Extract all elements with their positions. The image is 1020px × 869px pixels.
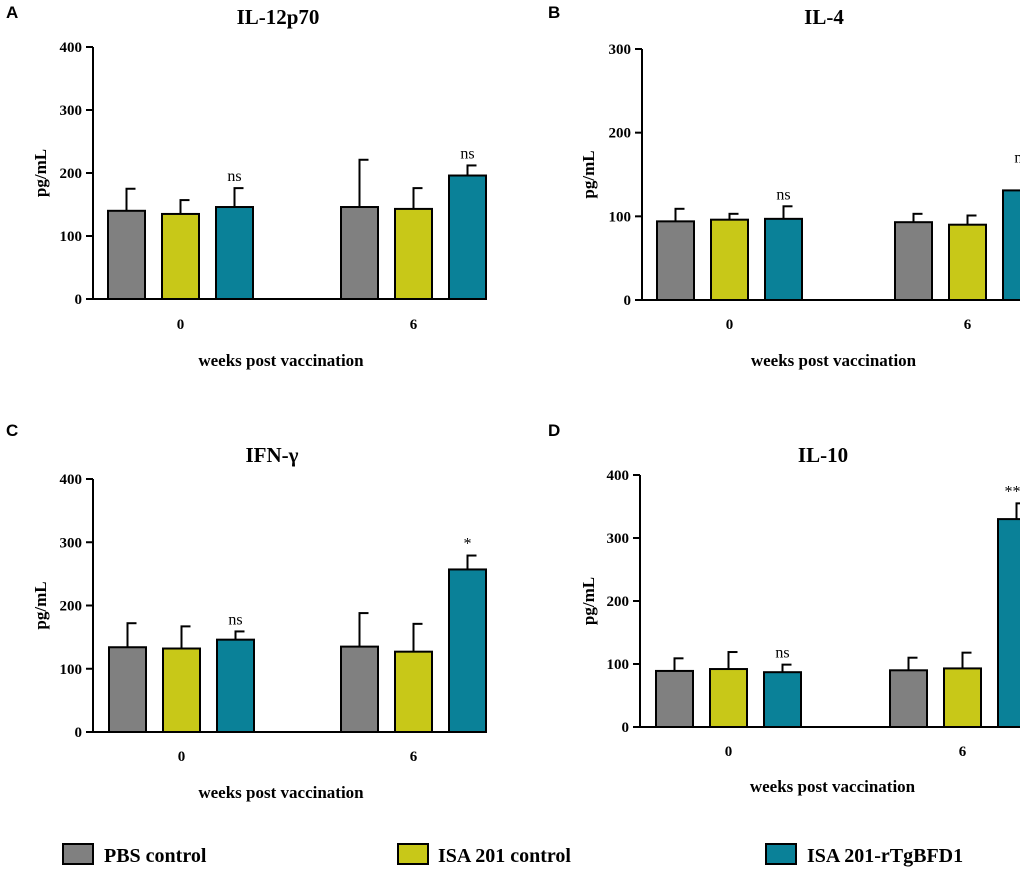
x-axis-label: weeks post vaccination: [750, 777, 916, 796]
legend-label-isa-201-rtgbfd1: ISA 201-rTgBFD1: [807, 845, 963, 867]
y-axis-label: pg/mL: [579, 577, 598, 625]
bar-isa-201-rtgbfd1: [763, 671, 802, 729]
panel-a: A IL-12p70 0 100 200 300 400 pg/mL ns 0 ns 6 weeks p…: [6, 3, 487, 370]
bar-pbs-control: [108, 646, 147, 733]
bar-pbs-control: [894, 221, 933, 301]
significance-label: ns: [1014, 149, 1020, 166]
x-tick-label: 6: [410, 749, 418, 765]
legend-item-pbs-control: PBS control: [62, 843, 207, 867]
y-tick-label: 300: [609, 42, 632, 58]
y-tick-label: 200: [607, 594, 630, 610]
bar-isa-201-control: [943, 667, 982, 728]
y-axis-label: pg/mL: [31, 581, 50, 629]
bar-pbs-control: [340, 206, 379, 301]
bar-isa-201-control: [394, 207, 433, 300]
legend-item-isa-201-rtgbfd1: ISA 201-rTgBFD1: [765, 843, 963, 867]
y-tick-label: 200: [60, 166, 83, 182]
x-tick-label: 6: [410, 317, 418, 333]
bar-isa-201-control: [710, 218, 749, 301]
chart-title: IL-10: [798, 443, 848, 467]
y-tick-label: 300: [60, 535, 83, 551]
bar-isa-201-rtgbfd1: [764, 217, 803, 302]
y-tick-label: 400: [607, 468, 630, 484]
chart-title: IL-4: [804, 5, 844, 29]
significance-label: ns: [775, 645, 789, 662]
bar-isa-201-rtgbfd1: [448, 174, 487, 301]
legend-swatch-isa-201-control: [397, 843, 429, 865]
y-tick-label: 0: [622, 720, 630, 736]
legend-swatch-pbs-control: [62, 843, 94, 865]
bar-isa-201-control: [162, 647, 201, 734]
y-tick-label: 0: [624, 293, 632, 309]
panel-letter: D: [548, 421, 560, 440]
x-tick-label: 0: [726, 317, 734, 333]
y-tick-label: 200: [60, 599, 83, 615]
x-tick-label: 0: [725, 744, 733, 760]
x-tick-label: 0: [177, 317, 185, 333]
y-tick-label: 400: [60, 40, 83, 56]
y-tick-label: 0: [75, 292, 83, 308]
y-axis-label: pg/mL: [31, 149, 50, 197]
bar-pbs-control: [340, 645, 379, 733]
bar-isa-201-control: [161, 212, 200, 300]
y-tick-label: 300: [60, 103, 83, 119]
bar-isa-201-control: [394, 650, 433, 733]
significance-label: ns: [228, 611, 242, 628]
significance-label: ns: [227, 168, 241, 185]
legend-label-pbs-control: PBS control: [104, 845, 207, 867]
bar-pbs-control: [889, 669, 928, 728]
legend: PBS control ISA 201 control ISA 201-rTgB…: [62, 843, 963, 867]
bar-isa-201-control: [709, 668, 748, 728]
x-axis-label: weeks post vaccination: [751, 351, 917, 370]
legend-item-isa-201-control: ISA 201 control: [397, 843, 571, 867]
bar-pbs-control: [656, 220, 695, 301]
chart-title: IFN-γ: [246, 443, 299, 467]
x-tick-label: 0: [178, 749, 186, 765]
y-tick-label: 100: [60, 662, 83, 678]
bar-isa-201-rtgbfd1: [997, 518, 1020, 728]
y-tick-label: 0: [75, 725, 83, 741]
bar-pbs-control: [655, 669, 694, 728]
legend-label-isa-201-control: ISA 201 control: [438, 845, 571, 867]
bar-isa-201-rtgbfd1: [216, 638, 255, 734]
x-tick-label: 6: [964, 317, 972, 333]
significance-label: *: [464, 536, 472, 553]
legend-swatch-isa-201-rtgbfd1: [765, 843, 797, 865]
bar-isa-201-control: [948, 223, 987, 301]
panel-c: C IFN-γ 0 100 200 300 400 pg/mL ns 0 * 6 weeks post …: [6, 421, 487, 802]
panel-letter: A: [6, 3, 18, 22]
panel-d: D IL-10 0 100 200 300 400 pg/mL ns 0 *** 6 weeks pos…: [548, 421, 1020, 796]
panel-letter: B: [548, 3, 560, 22]
significance-label: ns: [460, 145, 474, 162]
bar-pbs-control: [107, 209, 146, 300]
x-tick-label: 6: [959, 744, 967, 760]
panels: A IL-12p70 0 100 200 300 400 pg/mL ns 0 ns 6 weeks p…: [6, 3, 1020, 802]
y-tick-label: 300: [607, 531, 630, 547]
significance-label: ns: [776, 186, 790, 203]
y-tick-label: 100: [607, 657, 630, 673]
y-tick-label: 100: [60, 229, 83, 245]
y-tick-label: 100: [609, 209, 632, 225]
bar-isa-201-rtgbfd1: [215, 206, 254, 301]
panel-b: B IL-4 0 100 200 300 pg/mL ns 0 ns 6 weeks post vac…: [548, 3, 1020, 370]
y-tick-label: 400: [60, 472, 83, 488]
y-axis-label: pg/mL: [579, 150, 598, 198]
y-tick-label: 200: [609, 126, 632, 142]
panel-letter: C: [6, 421, 18, 440]
x-axis-label: weeks post vaccination: [198, 351, 364, 370]
bar-isa-201-rtgbfd1: [1002, 189, 1020, 301]
significance-label: ***: [1005, 483, 1020, 500]
bar-isa-201-rtgbfd1: [448, 568, 487, 734]
chart-title: IL-12p70: [237, 5, 320, 29]
x-axis-label: weeks post vaccination: [198, 783, 364, 802]
